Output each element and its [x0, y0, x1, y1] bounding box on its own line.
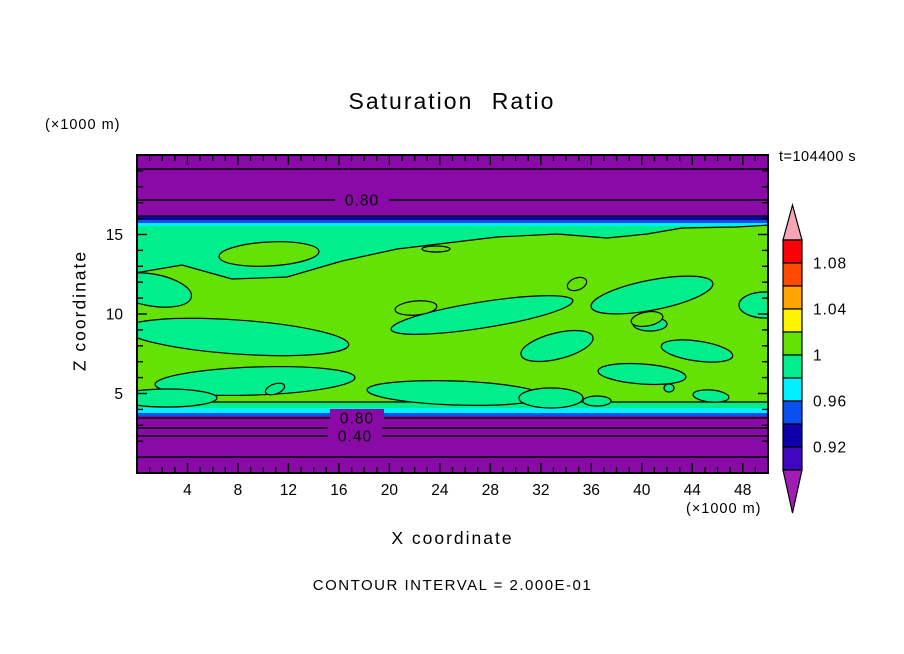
contour-blob-low — [738, 291, 768, 319]
colorbar-arrow-up — [782, 202, 803, 241]
band-blue — [137, 413, 768, 416]
band-purple — [137, 155, 768, 216]
x-tick-label: 48 — [734, 482, 751, 499]
contour-blob-low — [137, 388, 218, 408]
colorbar-label: 0.92 — [813, 440, 847, 457]
x-tick-label: 12 — [280, 482, 297, 499]
contour-blob-low — [390, 295, 574, 335]
x-tick-label: 28 — [482, 482, 499, 499]
band-cyan — [137, 408, 768, 413]
contour-blob-high — [630, 310, 664, 328]
colorbar-block-chartreuse — [782, 331, 803, 356]
chart-title: Saturation Ratio — [348, 88, 556, 114]
x-tick-label: 40 — [633, 482, 651, 499]
axis-ticks — [138, 156, 767, 472]
contour-blob-low — [137, 272, 193, 308]
band-cyan — [137, 223, 768, 226]
colorbar-block-spring — [782, 354, 803, 379]
contour-blob-high — [394, 300, 438, 316]
contour-label: 0.80 — [340, 411, 374, 428]
x-tick-label: 36 — [583, 482, 600, 499]
contour-blob-low — [264, 382, 286, 396]
contour-blob-high — [421, 245, 451, 253]
x-tick-label: 44 — [684, 482, 702, 499]
x-axis-title: X coordinate — [391, 528, 514, 548]
x-tick-label: 24 — [431, 482, 449, 499]
colorbar-arrow-down — [782, 469, 803, 514]
contour-blob-low — [137, 317, 350, 357]
contour-blob-low — [692, 389, 730, 403]
x-tick-label: 20 — [381, 482, 399, 499]
colorbar-block-yellow — [782, 308, 803, 333]
y-axis-unit-label: (×1000 m) — [45, 117, 121, 133]
contour-label-mask — [335, 191, 389, 209]
contour-field: 0.800.800.40 — [137, 155, 768, 473]
x-tick-label: 16 — [330, 482, 347, 499]
y-tick-label: 10 — [106, 307, 124, 324]
colorbar-label: 1.04 — [813, 302, 847, 319]
contour-blob-low — [582, 395, 612, 407]
colorbar-block-red — [782, 239, 803, 264]
contour-blob-low — [663, 383, 675, 393]
band-navy — [137, 216, 768, 220]
x-tick-label: 4 — [183, 482, 192, 499]
contour-blob-high — [566, 276, 588, 292]
plot-frame — [136, 154, 769, 474]
colorbar-block-navy — [782, 423, 803, 448]
y-axis-title: Z coordinate — [69, 249, 90, 372]
band-purple — [137, 416, 768, 473]
contour-blob-low — [660, 339, 734, 363]
colorbar-label: 0.96 — [813, 394, 847, 411]
colorbar-label: 1.08 — [813, 256, 847, 273]
x-tick-label: 32 — [532, 482, 549, 499]
colorbar-block-cyan — [782, 377, 803, 402]
x-axis-unit-label: (×1000 m) — [686, 501, 762, 517]
contour-blob-low — [518, 387, 584, 409]
colorbar-block-orangered — [782, 262, 803, 287]
y-tick-label: 5 — [114, 386, 123, 403]
contour-blob-low — [597, 362, 687, 386]
contour-label: 0.40 — [338, 429, 372, 446]
x-tick-label: 8 — [234, 482, 243, 499]
colorbar-block-blue — [782, 400, 803, 425]
contour-blob-low — [590, 275, 714, 315]
timestamp-label: t=104400 s — [779, 149, 857, 165]
colorbar-block-orange — [782, 285, 803, 310]
contour-label: 0.80 — [345, 193, 379, 210]
contour-label-mask — [328, 427, 382, 445]
band-blue — [137, 220, 768, 223]
colorbar-block-indigo — [782, 446, 803, 471]
colorbar: 1.08 1.04 1 0.96 0.92 — [782, 202, 847, 514]
contour-blob-high — [218, 241, 320, 267]
contour-blob-low — [154, 365, 356, 397]
contour-label-mask — [330, 409, 384, 427]
colorbar-label: 1 — [813, 348, 823, 365]
contour-interval-label: CONTOUR INTERVAL = 2.000E-01 — [312, 577, 593, 594]
y-tick-label: 15 — [106, 227, 123, 244]
contour-blob-low — [520, 329, 594, 363]
